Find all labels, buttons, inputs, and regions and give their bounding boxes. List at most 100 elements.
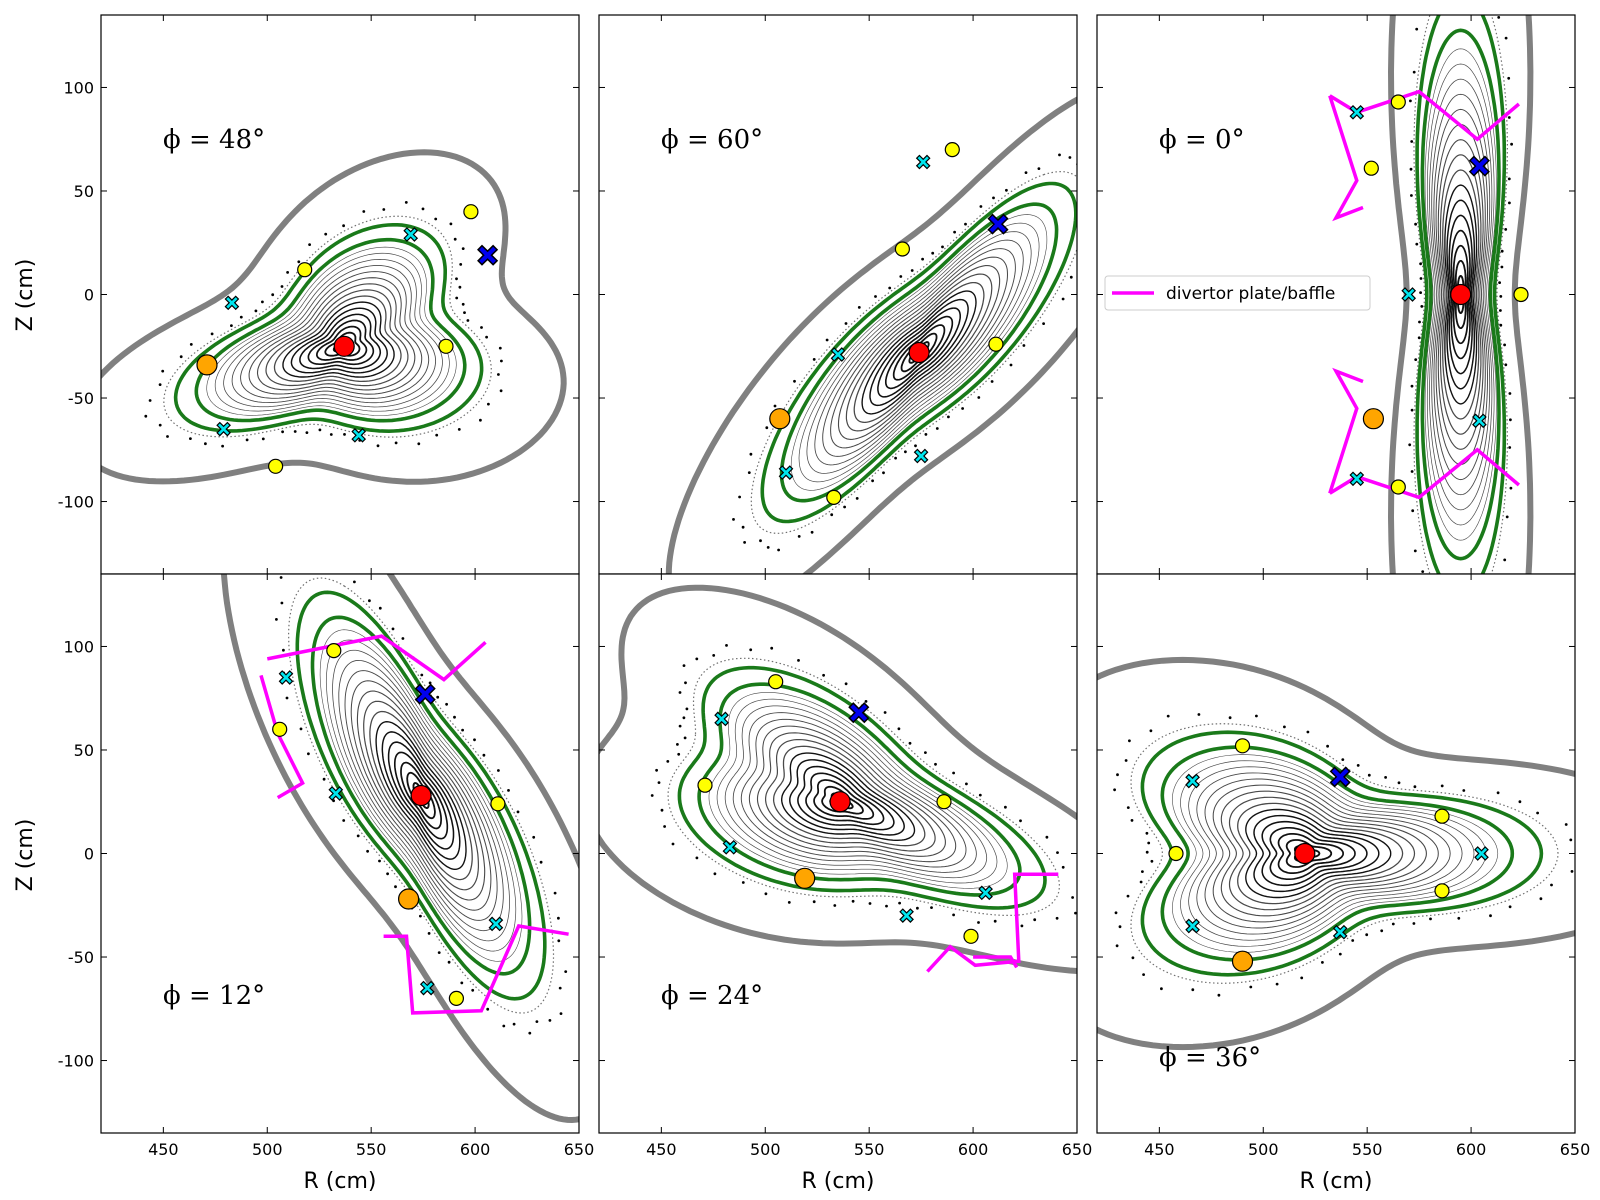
stray-field-line-point <box>1283 725 1286 729</box>
island-x-point-marker <box>419 980 435 996</box>
stray-field-line-point <box>864 700 868 703</box>
stray-field-line-point <box>466 319 470 322</box>
stray-field-line-point <box>822 673 825 677</box>
stray-field-line-point <box>1141 870 1144 873</box>
flux-surface <box>1429 78 1493 511</box>
magnetic-axis-marker <box>1450 283 1472 306</box>
flux-surface <box>740 718 967 868</box>
stray-field-line-point <box>1504 36 1508 40</box>
y-tick-label: 0 <box>84 286 94 305</box>
stray-field-line-point <box>1503 558 1507 562</box>
flux-surface <box>214 252 450 412</box>
stray-field-line-point <box>436 695 440 699</box>
stray-field-line-point <box>1496 791 1500 795</box>
flux-surface <box>1426 63 1495 526</box>
stray-field-line-point <box>420 673 424 677</box>
flux-surface <box>1446 199 1476 390</box>
x-tick-label: 450 <box>148 1140 179 1159</box>
separatrix-outer <box>173 223 484 434</box>
magnetic-axis-marker <box>333 335 355 357</box>
flux-surface <box>1212 784 1439 923</box>
island-o-point-marker <box>268 458 284 474</box>
stray-field-line-point <box>459 263 463 266</box>
stray-field-line-point <box>1300 976 1304 980</box>
island-o-point-marker <box>438 338 454 354</box>
stray-field-line-point <box>1440 784 1444 788</box>
plot-content <box>220 574 579 1124</box>
island-o-point-marker <box>768 674 784 690</box>
stray-field-line-point <box>1414 358 1418 361</box>
stray-field-line-point <box>930 906 933 909</box>
magnetic-axis-marker <box>410 784 432 807</box>
stray-field-line-point <box>961 407 964 410</box>
stray-field-line-point <box>485 335 488 339</box>
y-tick-label: 50 <box>74 741 94 760</box>
separatrix-inner <box>779 202 1059 503</box>
island-x-point-marker <box>351 427 367 443</box>
stray-field-line-point <box>1033 918 1037 922</box>
island-o-point-marker <box>490 796 506 812</box>
flux-surface <box>375 721 467 870</box>
flux-surface <box>1180 760 1487 947</box>
stray-field-line-point <box>391 627 395 631</box>
stray-field-line-point <box>1069 275 1073 279</box>
flux-surface <box>724 705 988 879</box>
stray-field-line-point <box>1505 515 1509 519</box>
stray-field-line-point <box>843 505 846 509</box>
island-o-point-marker-alt <box>196 354 218 376</box>
stray-field-line-point <box>1228 716 1232 720</box>
island-o-point-marker <box>1434 808 1450 824</box>
stray-field-line-point <box>825 338 829 342</box>
stray-field-line-point <box>1509 418 1512 422</box>
flux-surface <box>1437 139 1484 450</box>
stray-field-line-point <box>1507 76 1511 80</box>
island-x-point-marker <box>1401 287 1417 302</box>
stray-field-line-point <box>666 760 670 763</box>
stray-field-line-point <box>1114 911 1118 915</box>
stray-field-line-point <box>1197 713 1201 716</box>
stray-field-line-point <box>868 902 872 905</box>
stray-field-line-point <box>1005 188 1008 192</box>
stray-field-line-point <box>741 525 745 529</box>
stray-field-line-point <box>1128 739 1131 743</box>
stray-field-line-point <box>749 452 753 456</box>
island-x-point-marker <box>403 227 419 242</box>
stray-field-line-point <box>1570 870 1574 873</box>
flux-surface <box>344 670 498 921</box>
flux-surface <box>387 741 455 850</box>
stray-field-line-point <box>883 711 887 714</box>
stray-field-line-point <box>965 782 968 786</box>
x-tick-label: 600 <box>460 1140 491 1159</box>
stray-field-line-point <box>1115 944 1119 948</box>
x-tick-label: 450 <box>646 1140 677 1159</box>
y-tick-label: -100 <box>58 1052 94 1071</box>
outer-flux-chain <box>1130 723 1559 984</box>
stray-field-line-point <box>299 727 303 731</box>
flux-surface <box>806 231 1032 474</box>
stray-field-line-point <box>189 343 193 346</box>
island-x-point-marker <box>1349 471 1365 487</box>
stray-field-line-point <box>977 396 981 399</box>
flux-surface <box>813 779 875 820</box>
stray-field-line-point <box>1019 819 1022 823</box>
flux-surface <box>400 761 442 830</box>
stray-field-line-point <box>1071 896 1074 899</box>
stray-field-line-point <box>766 546 770 549</box>
stray-field-line-point <box>286 271 289 274</box>
stray-field-line-point <box>1409 99 1412 103</box>
stray-field-line-point <box>297 260 301 264</box>
divertor-plate-baffle <box>926 872 1059 973</box>
divertor-plate-baffle <box>1328 89 1521 142</box>
stray-field-line-point <box>507 789 510 792</box>
flux-surface <box>797 765 895 831</box>
stray-field-line-point <box>553 891 557 895</box>
stray-field-line-point <box>1413 549 1417 553</box>
stray-field-line-point <box>1417 336 1421 340</box>
island-o-point-marker-alt <box>794 867 816 889</box>
flux-surface <box>369 710 473 881</box>
stray-field-line-point <box>764 892 768 896</box>
stray-field-line-point <box>362 210 366 213</box>
x-tick-label: 650 <box>1560 1140 1591 1159</box>
island-o-point-marker <box>963 928 979 944</box>
divertor-plate-baffle <box>1328 447 1521 500</box>
